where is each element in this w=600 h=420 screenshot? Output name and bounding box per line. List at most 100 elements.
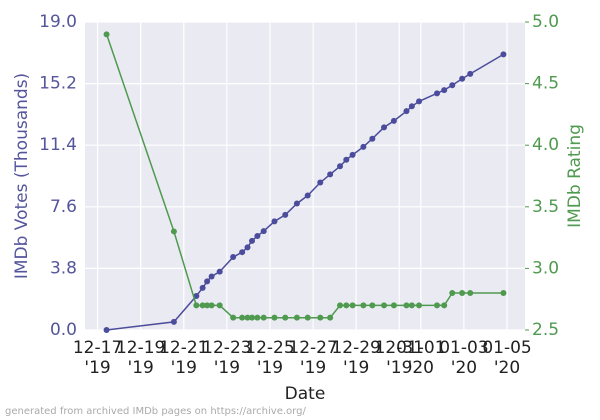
- data-point: [441, 87, 448, 94]
- data-point: [230, 314, 237, 321]
- data-point: [449, 82, 456, 89]
- x-tick-label-line: 12-25: [245, 338, 294, 358]
- x-tick-label-line: '19: [171, 358, 197, 378]
- data-point: [230, 254, 237, 261]
- y-tick-label: 19.0: [39, 12, 77, 32]
- data-point: [254, 232, 261, 239]
- x-tick-label: 12-29'19: [331, 338, 380, 378]
- data-point: [282, 314, 289, 321]
- data-point: [208, 302, 215, 309]
- data-point: [360, 143, 367, 150]
- y-tick-label: 7.6: [50, 197, 77, 217]
- x-tick-label-line: 12-31: [375, 338, 424, 358]
- data-point: [317, 179, 324, 186]
- x-tick-label-line: 01-03: [439, 338, 488, 358]
- x-tick-label: 01-01'20: [396, 338, 445, 378]
- plot-area: [85, 22, 525, 330]
- x-tick-label-line: '19: [84, 358, 110, 378]
- data-point: [369, 135, 376, 142]
- y-tick-label: 3.8: [50, 258, 77, 278]
- x-tick-label-line: 12-21: [159, 338, 208, 358]
- data-point: [390, 302, 397, 309]
- footnote: generated from archived IMDb pages on ht…: [5, 406, 306, 417]
- data-point: [467, 70, 474, 77]
- data-point: [199, 284, 206, 291]
- x-tick-label: 01-05'20: [482, 338, 531, 378]
- data-point: [249, 314, 256, 321]
- data-point: [467, 290, 474, 297]
- data-point: [349, 151, 356, 158]
- data-point: [449, 290, 456, 297]
- x-tick-label: 01-03'20: [439, 338, 488, 378]
- data-point: [239, 249, 246, 256]
- data-point: [416, 98, 423, 105]
- data-point: [327, 171, 334, 178]
- x-tick-label: 12-27'19: [288, 338, 337, 378]
- x-tick-label-line: '19: [214, 358, 240, 378]
- data-point: [360, 302, 367, 309]
- y2-tick-label: 3.5: [532, 197, 559, 217]
- data-point: [500, 290, 507, 297]
- data-point: [260, 314, 267, 321]
- data-point: [170, 228, 177, 235]
- data-point: [408, 103, 415, 110]
- x-tick-label: 12-17'19: [73, 338, 122, 378]
- data-point: [254, 314, 261, 321]
- x-tick-label-line: '20: [451, 358, 477, 378]
- x-axis-label: Date: [285, 384, 326, 404]
- data-point: [337, 302, 344, 309]
- x-tick-label: 12-23'19: [202, 338, 251, 378]
- data-point: [271, 314, 278, 321]
- data-point: [170, 318, 177, 325]
- data-point: [390, 117, 397, 124]
- x-tick-label-line: 12-19: [116, 338, 165, 358]
- y2-tick-label: 3.0: [532, 258, 559, 278]
- data-point: [260, 228, 267, 235]
- data-point: [441, 302, 448, 309]
- x-tick-label-line: 01-01: [396, 338, 445, 358]
- data-point: [199, 302, 206, 309]
- data-point: [282, 211, 289, 218]
- y2-axis-label: IMDb Rating: [565, 124, 585, 228]
- y-tick-label: 0.0: [50, 320, 77, 340]
- y2-tick-label: 4.0: [532, 135, 559, 155]
- x-tick-label-line: '19: [386, 358, 412, 378]
- data-point: [349, 302, 356, 309]
- data-point: [343, 302, 350, 309]
- x-tick-label-line: '20: [494, 358, 520, 378]
- data-point: [434, 90, 440, 97]
- data-point: [304, 314, 311, 321]
- x-tick-label-line: '19: [128, 358, 154, 378]
- data-point: [500, 51, 507, 58]
- x-tick-label: 12-25'19: [245, 338, 294, 378]
- x-tick-label-line: '19: [300, 358, 326, 378]
- data-point: [434, 302, 440, 309]
- data-point: [304, 192, 311, 199]
- data-point: [459, 290, 466, 297]
- data-point: [193, 292, 200, 299]
- x-tick-label: 12-21'19: [159, 338, 208, 378]
- y-tick-label: 11.4: [39, 135, 77, 155]
- data-point: [204, 302, 211, 309]
- y-axis-label: IMDb Votes (Thousands): [12, 73, 32, 279]
- x-tick-label-line: '19: [257, 358, 283, 378]
- data-point: [244, 314, 251, 321]
- data-point: [403, 302, 410, 309]
- x-tick-label-line: '20: [408, 358, 434, 378]
- x-tick-label-line: 12-23: [202, 338, 251, 358]
- y2-tick-label: 5.0: [532, 12, 559, 32]
- data-point: [216, 302, 223, 309]
- data-point: [416, 302, 423, 309]
- data-point: [317, 314, 324, 321]
- data-point: [293, 314, 300, 321]
- data-point: [337, 163, 344, 170]
- x-tick-label-line: 12-17: [73, 338, 122, 358]
- data-point: [408, 302, 415, 309]
- x-tick-label-line: '19: [343, 358, 369, 378]
- data-point: [343, 156, 350, 163]
- data-point: [369, 302, 376, 309]
- x-tick-label: 12-19'19: [116, 338, 165, 378]
- x-tick-label-line: 12-27: [288, 338, 337, 358]
- data-point: [459, 75, 466, 82]
